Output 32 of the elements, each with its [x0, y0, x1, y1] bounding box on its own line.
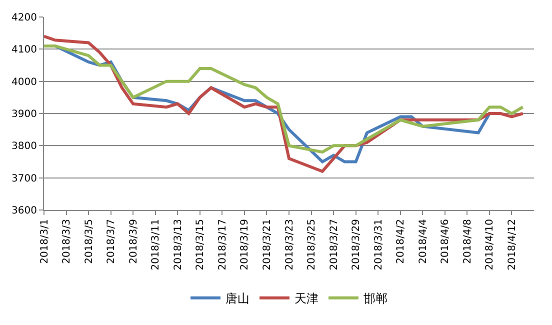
x-tick-label: 2018/3/17 [217, 219, 228, 270]
y-tick-label: 4200 [12, 12, 37, 24]
x-tick-label: 2018/3/27 [328, 219, 340, 270]
y-tick-label: 3800 [12, 141, 37, 152]
x-tick-label: 2018/4/12 [506, 219, 518, 270]
x-tick-label: 2018/3/9 [128, 219, 140, 264]
x-tick-label: 2018/3/5 [84, 219, 95, 264]
legend-label: 唐山 [226, 292, 250, 306]
x-tick-label: 2018/3/23 [284, 219, 296, 270]
x-tick-label: 2018/3/11 [150, 219, 162, 270]
x-tick-label: 2018/4/4 [418, 219, 429, 264]
x-tick-label: 2018/3/1 [39, 219, 50, 264]
legend-label: 邯郸 [364, 292, 388, 306]
x-tick-label: 2018/3/29 [351, 219, 362, 270]
x-tick-label: 2018/3/25 [306, 219, 318, 270]
x-tick-label: 2018/3/3 [62, 219, 73, 264]
x-tick-label: 2018/3/13 [172, 219, 184, 270]
x-tick-label: 2018/4/10 [484, 219, 496, 270]
x-tick-label: 2018/3/15 [195, 219, 206, 270]
y-tick-label: 4100 [12, 44, 37, 56]
y-tick-label: 3600 [12, 206, 37, 216]
x-tick-label: 2018/4/8 [462, 219, 474, 264]
y-tick-label: 3900 [12, 109, 37, 120]
y-tick-label: 4000 [12, 76, 37, 88]
x-tick-label: 2018/3/31 [373, 219, 384, 270]
x-tick-label: 2018/4/2 [396, 219, 407, 264]
x-tick-label: 2018/4/6 [440, 219, 452, 264]
x-tick-label: 2018/3/19 [240, 219, 251, 270]
x-tick-label: 2018/3/7 [106, 219, 118, 264]
y-tick-label: 3700 [12, 173, 37, 184]
x-tick-label: 2018/3/21 [262, 219, 273, 270]
legend-label: 天津 [294, 292, 318, 306]
